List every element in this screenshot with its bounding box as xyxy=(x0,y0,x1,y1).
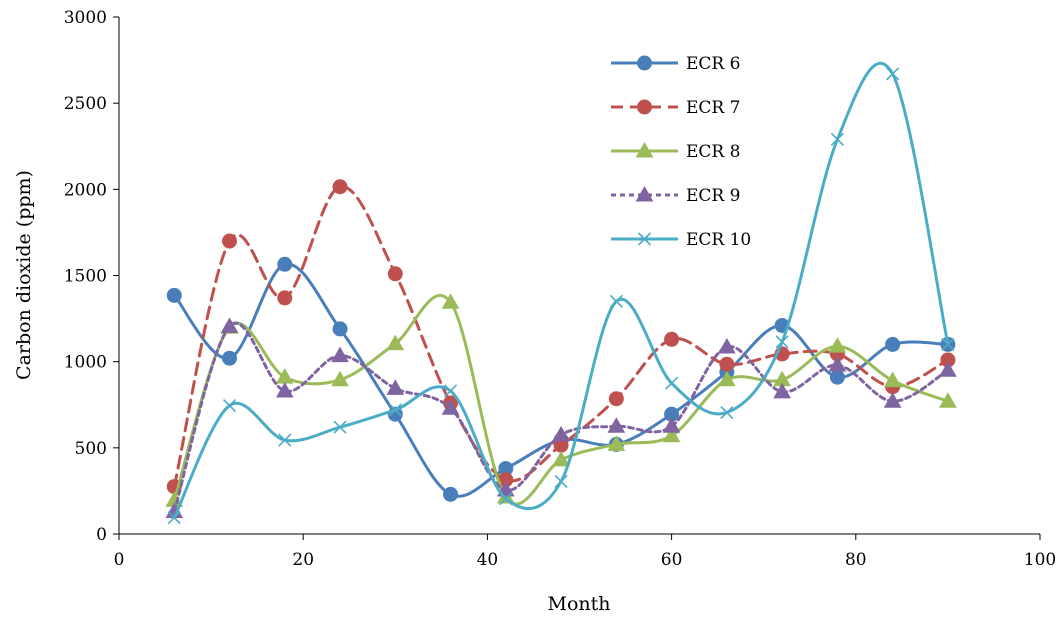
x-tick-label: 80 xyxy=(845,550,867,570)
legend-marker xyxy=(637,99,652,115)
data-point xyxy=(773,382,791,399)
series-line xyxy=(172,185,950,489)
data-point xyxy=(441,399,460,415)
legend-marker xyxy=(635,141,654,158)
data-point xyxy=(277,256,293,272)
y-tick-label: 1000 xyxy=(64,353,107,373)
data-point xyxy=(333,420,347,434)
data-point xyxy=(828,337,847,353)
legend-entry: ECR 7 xyxy=(611,98,740,118)
data-point xyxy=(331,370,349,387)
data-point xyxy=(775,335,789,349)
x-tick-label: 20 xyxy=(292,550,314,570)
data-point xyxy=(662,417,681,433)
data-point xyxy=(278,433,292,447)
y-tick-label: 0 xyxy=(96,525,107,545)
data-point xyxy=(332,179,348,195)
data-point xyxy=(717,370,736,387)
y-tick-label: 1500 xyxy=(64,267,107,287)
data-point xyxy=(609,294,623,308)
data-point xyxy=(222,399,237,413)
data-point xyxy=(387,266,403,282)
legend-label: ECR 9 xyxy=(686,186,740,206)
data-point xyxy=(275,381,294,398)
data-point xyxy=(885,336,901,352)
x-tick-label: 100 xyxy=(1024,550,1056,570)
x-tick-label: 60 xyxy=(661,550,683,570)
series-2 xyxy=(166,179,956,495)
data-point xyxy=(552,425,570,442)
data-point xyxy=(499,492,513,506)
data-point xyxy=(664,331,680,347)
series-5 xyxy=(167,61,955,525)
data-point xyxy=(830,132,844,146)
data-point xyxy=(941,337,955,351)
data-point xyxy=(883,371,902,388)
legend-label: ECR 7 xyxy=(686,98,740,118)
data-point xyxy=(886,67,900,81)
data-point xyxy=(939,392,957,408)
data-point xyxy=(662,426,681,443)
legend-label: ECR 8 xyxy=(686,142,740,162)
legend-label: ECR 10 xyxy=(686,230,751,250)
legend: ECR 6 ECR 7 ECR 8 ECR 9 ECR 10 xyxy=(611,54,751,250)
legend-entry: ECR 8 xyxy=(611,141,740,162)
data-point xyxy=(665,376,679,390)
data-point xyxy=(883,392,902,408)
legend-marker xyxy=(637,232,652,246)
data-point xyxy=(331,346,349,363)
data-point xyxy=(720,405,734,420)
legend-label: ECR 6 xyxy=(686,54,740,74)
data-point xyxy=(443,384,458,398)
y-tick-label: 3000 xyxy=(64,8,107,28)
data-point xyxy=(554,474,568,489)
series-line xyxy=(172,321,950,514)
data-point xyxy=(222,350,238,366)
data-point xyxy=(388,403,402,417)
data-point xyxy=(386,379,405,395)
x-tick-label: 0 xyxy=(114,550,125,570)
legend-entry: ECR 6 xyxy=(611,54,740,74)
data-point xyxy=(332,321,348,337)
y-tick-label: 2000 xyxy=(64,180,107,200)
legend-entry: ECR 10 xyxy=(611,230,751,250)
data-point xyxy=(443,486,459,502)
series-line xyxy=(172,293,950,506)
x-axis-title: Month xyxy=(547,593,610,615)
data-point xyxy=(222,233,238,249)
data-point xyxy=(552,450,570,467)
series-line xyxy=(172,61,950,520)
data-point xyxy=(386,334,405,351)
data-point xyxy=(939,361,957,377)
data-point xyxy=(607,417,626,433)
data-point xyxy=(220,317,239,333)
legend-marker xyxy=(635,185,654,202)
data-point xyxy=(608,391,624,407)
data-point xyxy=(441,293,460,309)
legend-entry: ECR 9 xyxy=(611,185,740,206)
data-point xyxy=(828,356,847,372)
data-point xyxy=(607,435,626,451)
data-point xyxy=(717,338,736,354)
data-point xyxy=(277,290,293,306)
y-axis-title: Carbon dioxide (ppm) xyxy=(13,170,35,380)
x-tick-label: 40 xyxy=(477,550,499,570)
series-layer xyxy=(165,61,957,525)
data-point xyxy=(166,287,182,303)
y-tick-label: 2500 xyxy=(64,94,107,114)
legend-marker xyxy=(637,55,652,71)
data-point xyxy=(719,356,735,372)
data-point xyxy=(829,369,845,385)
y-tick-label: 500 xyxy=(75,439,107,459)
data-point xyxy=(167,511,181,525)
series-3 xyxy=(165,293,957,507)
